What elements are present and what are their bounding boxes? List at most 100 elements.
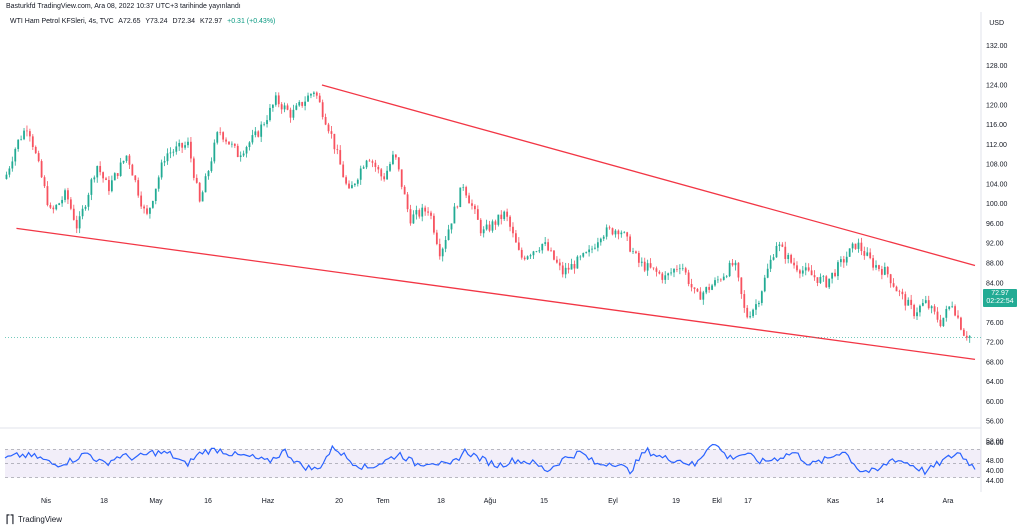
candle-body — [441, 248, 444, 257]
time-tick-label: Nis — [41, 498, 52, 505]
candle-body — [149, 207, 151, 214]
candle-body — [863, 251, 866, 256]
price-tick-label: 124.00 — [986, 83, 1008, 90]
candle-body — [743, 294, 746, 308]
candle-body — [274, 95, 277, 105]
candle-body — [696, 289, 699, 292]
candle-body — [116, 173, 119, 176]
time-axis: Nis 18 May 16 Haz 20 Tem 18 Ağu 15 Eyl 19 Ekl 17 Kas 14… — [41, 498, 954, 505]
candle-body — [512, 226, 514, 234]
candle-body — [535, 251, 538, 252]
candle-body — [20, 139, 23, 140]
candle-body — [14, 148, 17, 162]
candle-body — [919, 305, 921, 313]
candle-body — [301, 102, 304, 106]
candle-body — [418, 210, 421, 217]
candle-body — [892, 283, 895, 287]
candle-body — [904, 294, 907, 306]
bar-countdown: 02:22:54 — [986, 298, 1014, 305]
candle-body — [526, 256, 529, 260]
candle-body — [169, 152, 172, 154]
candle-body — [711, 285, 713, 290]
candle-body — [728, 262, 731, 277]
candle-body — [646, 263, 649, 271]
candle-body — [222, 132, 225, 140]
candle-body — [113, 173, 116, 181]
candle-body — [187, 141, 189, 146]
candle-body — [462, 187, 465, 188]
price-tick-label: 76.00 — [986, 320, 1004, 327]
candle-body — [834, 272, 836, 277]
candle-body — [37, 153, 40, 162]
candle-body — [277, 95, 280, 105]
candle-body — [421, 207, 424, 217]
candle-body — [362, 167, 365, 169]
candle-body — [910, 299, 913, 306]
candle-body — [936, 311, 939, 320]
legend-high: Y73.24 — [145, 18, 168, 25]
candle-body — [725, 276, 728, 277]
candle-body — [617, 230, 620, 235]
candle-body — [804, 267, 807, 271]
candle-body — [75, 219, 78, 229]
candle-body — [561, 265, 564, 275]
candle-body — [40, 161, 43, 178]
candle-body — [283, 105, 286, 110]
candle-body — [866, 252, 869, 256]
rsi-pane: 80.00 40.00 — [4, 440, 1004, 478]
candle-body — [84, 206, 87, 209]
candle-body — [640, 261, 643, 263]
candle-body — [260, 124, 263, 137]
candle-body — [377, 166, 380, 170]
candle-body — [207, 171, 210, 177]
candle-body — [474, 205, 476, 210]
candle-body — [632, 251, 634, 253]
candle-body — [819, 276, 822, 283]
price-tick-label: 92.00 — [986, 241, 1004, 248]
candles-layer — [5, 91, 971, 343]
candle-body — [872, 258, 874, 268]
candle-body — [160, 162, 163, 178]
time-tick-label: 15 — [540, 498, 548, 505]
rsi-line — [4, 443, 976, 476]
tradingview-footer[interactable]: ⎡⎤ TradingView — [6, 515, 62, 524]
time-tick-label: Kas — [827, 498, 840, 505]
candle-body — [591, 248, 593, 250]
candle-body — [494, 221, 497, 225]
candle-body — [128, 155, 131, 165]
candle-body — [356, 179, 359, 184]
symbol-name[interactable]: WTI Ham Petrol KFSleri, 4s, TVC — [10, 18, 114, 25]
candle-body — [714, 280, 716, 286]
candle-body — [43, 177, 46, 187]
price-tick-label: 56.00 — [986, 419, 1004, 426]
candle-body — [898, 291, 901, 292]
candle-body — [389, 164, 391, 171]
candle-body — [529, 255, 532, 257]
price-tick-label: 112.00 — [986, 142, 1007, 149]
candle-body — [769, 259, 772, 269]
candle-body — [137, 180, 140, 196]
candle-body — [318, 95, 321, 103]
time-tick-label: 20 — [335, 498, 343, 505]
candle-body — [570, 264, 573, 270]
candle-body — [333, 133, 336, 150]
candle-body — [851, 243, 854, 249]
candle-body — [348, 183, 350, 189]
candle-body — [880, 269, 883, 275]
candle-body — [108, 180, 110, 192]
candle-body — [447, 229, 450, 240]
candle-body — [596, 242, 599, 248]
candle-body — [465, 187, 468, 196]
candle-body — [962, 329, 965, 336]
trendlines-layer — [5, 84, 981, 361]
candle-body — [690, 284, 693, 288]
candle-body — [790, 254, 793, 263]
candle-body — [210, 161, 213, 172]
candle-body — [184, 145, 186, 148]
candle-body — [175, 146, 178, 152]
candle-body — [213, 142, 216, 162]
price-tick-label: 132.00 — [986, 43, 1008, 50]
candle-body — [854, 243, 857, 249]
candle-body — [599, 238, 602, 243]
